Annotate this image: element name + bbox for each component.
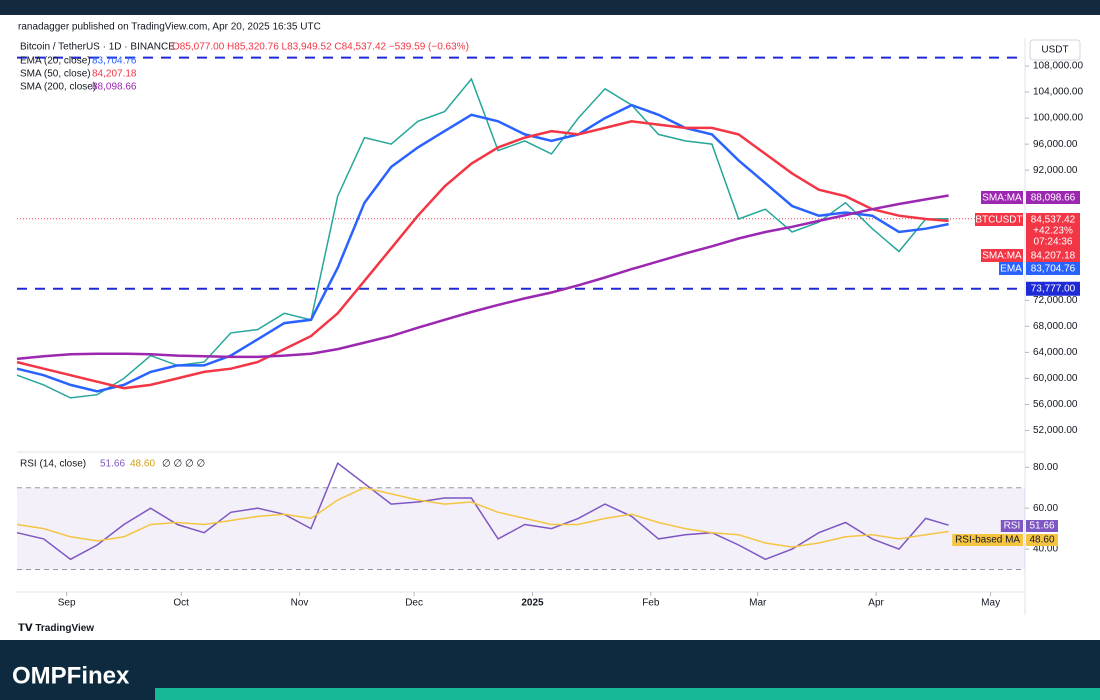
rsi-tag [1026, 520, 1058, 532]
price-tag-value: 84,207.18 [1031, 251, 1076, 262]
x-tick-label: Nov [291, 598, 309, 609]
published-note: ranadagger published on TradingView.com,… [18, 22, 321, 33]
rsi-tag-value: 51.66 [1029, 521, 1054, 532]
rsi-tag-value: 48.60 [1029, 535, 1054, 546]
y-tick-label: 60.00 [1033, 503, 1058, 514]
price-tag [1026, 262, 1080, 275]
y-tick-label: 104,000.00 [1033, 87, 1083, 98]
y-tick-label: 56,000.00 [1033, 399, 1078, 410]
y-tick-label: 40.00 [1033, 544, 1058, 555]
y-tick-label: 72,000.00 [1033, 295, 1078, 306]
x-tick-label: Oct [173, 598, 189, 609]
legend-value: 84,207.18 [92, 69, 137, 80]
price-tag-value: 83,704.76 [1031, 264, 1076, 275]
price-tag-countdown: 07:24:36 [1034, 237, 1073, 248]
x-tick-label: Apr [868, 598, 884, 609]
x-tick-label: 2025 [521, 598, 544, 609]
price-tag-change: +42.23% [1033, 226, 1073, 237]
rsi-legend-value: 48.60 [130, 459, 155, 470]
rsi-name-label: RSI-based MA [955, 535, 1020, 546]
x-tick-label: Mar [749, 598, 767, 609]
series-tag [981, 249, 1023, 262]
series-tag [999, 262, 1023, 275]
rsi-name-label: RSI [1004, 521, 1021, 532]
y-tick-label: 68,000.00 [1033, 321, 1078, 332]
legend-name: SMA (200, close) [20, 82, 96, 93]
footer-logo: OMPFinex [12, 662, 130, 689]
price-tag-value: 88,098.66 [1031, 193, 1076, 204]
legend-title: Bitcoin / TetherUS · 1D · BINANCE [20, 42, 175, 53]
legend-ohlc: O85,077.00 H85,320.76 L83,949.52 C84,537… [172, 42, 469, 53]
currency-label[interactable]: USDT [1041, 45, 1068, 56]
legend-name: EMA (20, close) [20, 56, 91, 67]
y-tick-label: 80.00 [1033, 462, 1058, 473]
rsi-name-tag [952, 534, 1023, 546]
footer-stripe [155, 688, 1100, 700]
legend-value: 83,704.76 [92, 56, 137, 67]
series-tag [975, 213, 1023, 226]
x-tick-label: Sep [58, 598, 76, 609]
series-line [16, 77, 949, 399]
y-tick-label: 92,000.00 [1033, 165, 1078, 176]
y-tick-label: 96,000.00 [1033, 139, 1078, 150]
support-tag [1026, 281, 1080, 296]
y-tick-label: 108,000.00 [1033, 61, 1083, 72]
legend-name: SMA (50, close) [20, 69, 91, 80]
legend-value: 88,098.66 [92, 82, 137, 93]
price-tag [1026, 191, 1080, 204]
y-tick-label: 52,000.00 [1033, 425, 1078, 436]
brand: 𝗧𝗩 TradingView [18, 623, 94, 634]
support-tag-label: 73,777.00 [1031, 283, 1076, 294]
top-bar [0, 0, 1100, 15]
x-tick-label: Dec [405, 598, 423, 609]
series-line [16, 486, 949, 548]
rsi-name-tag [1000, 520, 1023, 532]
rsi-tag [1026, 534, 1058, 546]
currency-button[interactable] [1029, 39, 1081, 61]
series-line [16, 194, 949, 361]
price-tag-value: 84,537.42 [1031, 215, 1076, 226]
series-line [16, 120, 949, 390]
y-tick-label: 60,000.00 [1033, 373, 1078, 384]
y-tick-label: 64,000.00 [1033, 347, 1078, 358]
series-tag-label: SMA:MA [982, 193, 1022, 204]
series-tag-label: SMA:MA [982, 251, 1022, 262]
rsi-legend-extra: ∅ ∅ ∅ ∅ [162, 459, 205, 470]
rsi-legend-value: 51.66 [100, 459, 125, 470]
rsi-band [17, 487, 1025, 570]
y-tick-label: 100,000.00 [1033, 113, 1083, 124]
rsi-legend-title: RSI (14, close) [20, 459, 86, 470]
price-tag [1026, 249, 1080, 262]
series-tag-label: EMA [1000, 264, 1022, 275]
x-tick-label: Feb [642, 598, 660, 609]
x-tick-label: May [981, 598, 1000, 609]
price-tag [1026, 213, 1080, 249]
series-tag-label: BTCUSDT [975, 215, 1022, 226]
series-line [16, 103, 949, 393]
series-tag [981, 191, 1023, 204]
